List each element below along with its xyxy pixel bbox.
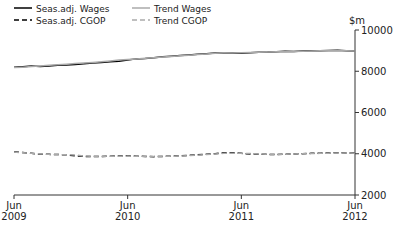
x-tick-label: Jun2009 <box>1 200 26 222</box>
y-tick-label: 10000 <box>361 25 393 36</box>
y-tick-label: 2000 <box>361 190 386 201</box>
y-tick <box>355 195 359 196</box>
x-tick <box>241 195 242 199</box>
legend-label: Seas.adj. CGOP <box>36 16 106 26</box>
y-tick-label: 6000 <box>361 107 386 118</box>
series-line <box>14 152 355 157</box>
x-tick-label-line: Jun <box>5 200 22 211</box>
y-axis-label: $m <box>349 15 365 26</box>
x-tick-label-line: 2011 <box>229 211 254 222</box>
y-tick <box>355 30 359 31</box>
legend-label: Trend CGOP <box>153 16 208 26</box>
y-tick-label: 4000 <box>361 148 386 159</box>
x-tick <box>355 195 356 199</box>
series-line <box>14 152 355 156</box>
x-tick-label: Jun2012 <box>342 200 367 222</box>
legend: Seas.adj. Wages Trend Wages Seas.adj. CGOP… <box>14 4 212 26</box>
series-line <box>14 51 355 68</box>
legend-swatch <box>132 19 150 21</box>
x-tick-label-line: Jun <box>346 200 363 211</box>
x-tick-label: Jun2010 <box>115 200 140 222</box>
legend-swatch <box>14 19 32 21</box>
legend-label: Trend Wages <box>153 4 212 14</box>
x-tick-label-line: 2010 <box>115 211 140 222</box>
x-tick <box>14 195 15 199</box>
x-tick-label-line: 2009 <box>1 211 26 222</box>
x-tick <box>127 195 128 199</box>
chart: 200040006000800010000$mJun2009Jun2010Jun… <box>0 0 397 227</box>
x-tick-label: Jun2011 <box>229 200 254 222</box>
y-tick-label: 8000 <box>361 66 386 77</box>
legend-swatch <box>132 7 150 9</box>
x-tick-label-line: Jun <box>119 200 136 211</box>
plot-area <box>14 50 355 156</box>
legend-swatch <box>14 7 32 9</box>
x-tick-label-line: 2012 <box>342 211 367 222</box>
y-tick <box>355 112 359 113</box>
y-tick <box>355 153 359 154</box>
x-axis <box>14 195 355 196</box>
x-tick-label-line: Jun <box>233 200 250 211</box>
series-line <box>14 50 355 67</box>
legend-label: Seas.adj. Wages <box>36 4 110 14</box>
y-tick <box>355 71 359 72</box>
